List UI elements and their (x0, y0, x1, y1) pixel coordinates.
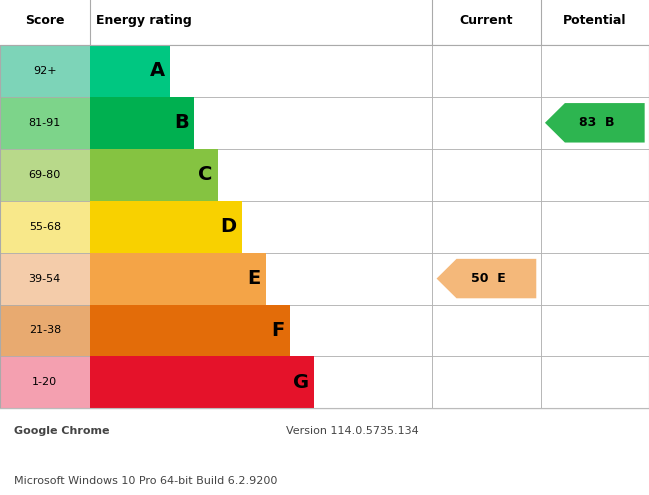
Bar (90, 200, 242, 252)
Bar (541, 304, 649, 356)
Bar (90, 356, 314, 408)
Bar (90, 200, 432, 252)
Bar (432, 304, 541, 356)
Bar (90, 304, 432, 356)
Text: 21-38: 21-38 (29, 326, 61, 336)
Text: A: A (150, 61, 165, 80)
Bar (90, 149, 218, 200)
Bar (90, 45, 170, 97)
Text: 69-80: 69-80 (29, 170, 61, 180)
Bar (432, 356, 541, 408)
Text: F: F (271, 321, 285, 340)
Text: 50  E: 50 E (471, 272, 506, 285)
Polygon shape (545, 103, 644, 143)
Text: 81-91: 81-91 (29, 118, 61, 128)
Bar (90, 97, 432, 149)
Bar (541, 252, 649, 304)
Text: C: C (199, 165, 213, 184)
Bar (90, 45, 432, 97)
Bar (541, 97, 649, 149)
Text: B: B (174, 113, 189, 132)
Text: 55-68: 55-68 (29, 222, 61, 232)
Bar (90, 356, 432, 408)
Text: 83  B: 83 B (579, 116, 615, 129)
Bar (432, 149, 541, 200)
Text: G: G (293, 373, 309, 392)
Bar (0, 45, 90, 97)
Bar (0, 252, 90, 304)
Bar (90, 252, 266, 304)
Bar (0, 200, 90, 252)
Bar (541, 356, 649, 408)
Polygon shape (437, 259, 536, 298)
Text: Potential: Potential (563, 14, 626, 27)
Bar (90, 97, 194, 149)
Text: Current: Current (459, 14, 513, 27)
Bar (0, 304, 90, 356)
Bar (0, 45, 649, 408)
Text: 92+: 92+ (33, 66, 56, 76)
Bar (0, 97, 90, 149)
Text: 39-54: 39-54 (29, 274, 61, 284)
Bar (541, 45, 649, 97)
Bar (0, 149, 90, 200)
Bar (90, 149, 432, 200)
Text: Google Chrome: Google Chrome (14, 426, 110, 436)
Text: E: E (248, 269, 261, 288)
Bar (432, 200, 541, 252)
Text: Microsoft Windows 10 Pro 64-bit Build 6.2.9200: Microsoft Windows 10 Pro 64-bit Build 6.… (14, 476, 278, 486)
Text: 1-20: 1-20 (32, 377, 57, 388)
Bar (432, 252, 541, 304)
Text: Version 114.0.5735.134: Version 114.0.5735.134 (286, 426, 419, 436)
Bar (90, 304, 290, 356)
Bar (541, 200, 649, 252)
Text: D: D (221, 217, 237, 236)
Bar (541, 149, 649, 200)
Text: Energy rating: Energy rating (96, 14, 192, 27)
Bar (90, 252, 432, 304)
Bar (432, 45, 541, 97)
Text: Score: Score (25, 14, 64, 27)
Bar (0, 356, 90, 408)
Bar (432, 97, 541, 149)
